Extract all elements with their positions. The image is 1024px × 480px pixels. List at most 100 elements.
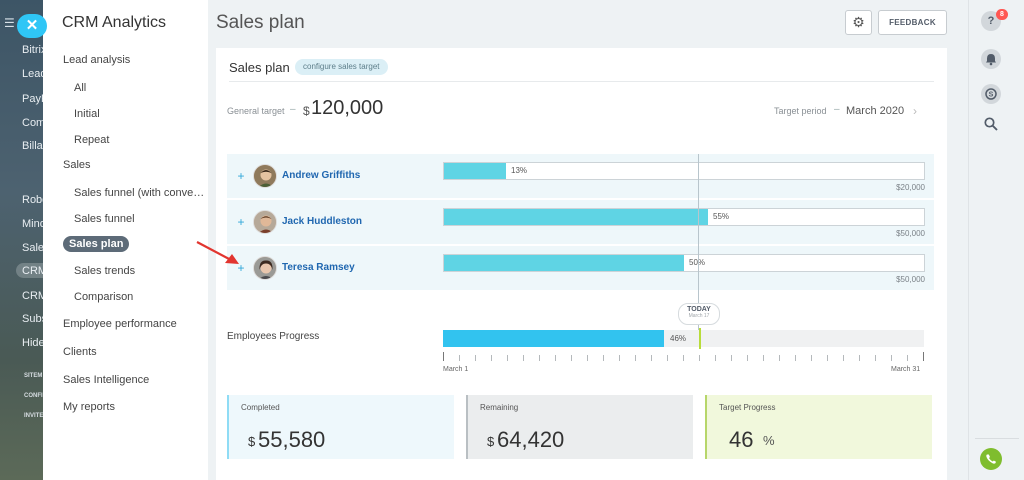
expand-plus-icon[interactable]: + [237, 261, 245, 275]
employee-progress-bar: 55% [443, 208, 925, 226]
notifications-button[interactable] [981, 49, 1001, 69]
avatar [253, 210, 277, 234]
nav-item-sales[interactable]: Sales [63, 159, 91, 171]
employee-target-value: $50,000 [896, 275, 925, 284]
general-target-value: 120,000 [311, 97, 384, 119]
nav-item-comparison[interactable]: Comparison [74, 291, 134, 303]
employees-progress-label: Employees Progress [227, 331, 320, 342]
employee-progress-fill [444, 255, 684, 271]
employees-progress-bar: 46% [443, 328, 924, 349]
general-target-separator: – [290, 104, 296, 115]
skype-button[interactable]: S [981, 84, 1001, 104]
background-menu-item: CRM [22, 265, 48, 277]
question-icon: ? [987, 15, 995, 27]
background-menu-item: Subs [22, 313, 48, 325]
close-slider-button[interactable]: ✕ [17, 14, 47, 38]
nav-item-all[interactable]: All [74, 82, 87, 94]
card-title: Sales plan [229, 60, 290, 75]
nav-title: CRM Analytics [62, 14, 167, 31]
menu-burger-icon[interactable]: ☰ [4, 16, 15, 30]
day-ticks [443, 352, 924, 361]
completed-value: 55,580 [258, 427, 326, 452]
target-period-separator: – [834, 104, 840, 115]
slider-panel: CRM Analytics Lead analysis All Initial … [43, 0, 1011, 480]
background-menu-item: Billa [22, 140, 43, 152]
employees-progress-fill [443, 330, 664, 347]
nav-item-lead-analysis[interactable]: Lead analysis [63, 54, 131, 66]
expand-plus-icon[interactable]: + [237, 215, 245, 229]
feedback-button[interactable]: FEEDBACK [878, 10, 947, 35]
completed-currency: $ [248, 434, 256, 449]
period-start-label: March 1 [443, 366, 469, 373]
nav-item-sales-plan[interactable]: Sales plan [63, 236, 130, 252]
background-menu: ☰ Bitrix Lead PayP Com Billa Robo Mino S… [0, 0, 48, 480]
remaining-currency: $ [487, 434, 495, 449]
background-active-pill [16, 263, 48, 278]
gear-icon: ⚙ [852, 14, 865, 30]
employee-progress-percent: 55% [713, 212, 730, 221]
analytics-nav: CRM Analytics Lead analysis All Initial … [43, 0, 208, 480]
page-title: Sales plan [216, 12, 305, 33]
background-menu-item: Hide [22, 337, 45, 349]
background-menu-item: Com [22, 117, 46, 129]
employee-target-value: $20,000 [896, 183, 925, 192]
annotation-arrow-icon [196, 241, 239, 264]
today-label: TODAY [687, 306, 711, 313]
target-period-value: March 2020 [846, 105, 905, 117]
employee-name-link[interactable]: Teresa Ramsey [282, 262, 355, 273]
employee-name-link[interactable]: Jack Huddleston [282, 216, 363, 227]
settings-gear-button[interactable]: ⚙ [845, 10, 872, 35]
background-menu-item: Mino [22, 218, 46, 230]
remaining-label: Remaining [480, 403, 519, 412]
chevron-right-icon[interactable]: › [913, 104, 917, 118]
nav-item-sales-funnel[interactable]: Sales funnel [74, 213, 135, 225]
card-divider [229, 81, 934, 82]
help-badge: 8 [996, 9, 1008, 20]
nav-item-my-reports[interactable]: My reports [63, 401, 115, 413]
skype-icon: S [985, 88, 997, 100]
nav-item-employee-performance[interactable]: Employee performance [63, 318, 177, 330]
target-period-label: Target period [774, 106, 827, 116]
nav-item-sales-funnel-conversion[interactable]: Sales funnel (with conve… [74, 187, 205, 199]
avatar [253, 256, 277, 280]
general-target-currency: $ [303, 104, 310, 118]
nav-item-repeat[interactable]: Repeat [74, 134, 110, 146]
configure-sales-target-button[interactable]: configure sales target [295, 59, 388, 75]
nav-item-clients[interactable]: Clients [63, 346, 97, 358]
today-line [698, 154, 699, 342]
search-icon[interactable] [983, 116, 999, 132]
background-menu-item: Sales [22, 242, 48, 254]
target-progress-value: 46 [729, 427, 754, 452]
employee-target-value: $50,000 [896, 229, 925, 238]
background-menu-section: SITEM [24, 373, 43, 379]
phone-icon [986, 454, 996, 464]
employee-progress-fill [444, 163, 506, 179]
employees-progress-percent: 46% [670, 334, 687, 343]
target-progress-unit: % [763, 433, 775, 448]
phone-button[interactable] [980, 448, 1002, 470]
remaining-card: Remaining $ 64,420 [466, 395, 693, 459]
background-menu-item: Bitrix [22, 44, 47, 56]
nav-item-sales-trends[interactable]: Sales trends [74, 265, 136, 277]
employee-row: + Teresa Ramsey 50% $50,000 [227, 246, 934, 290]
employee-progress-fill [444, 209, 708, 225]
expand-plus-icon[interactable]: + [237, 169, 245, 183]
general-target-label: General target [227, 106, 285, 116]
background-menu-section: CONFI [24, 393, 43, 399]
sales-plan-card: Sales plan configure sales target Genera… [216, 48, 947, 480]
target-progress-label: Target Progress [719, 403, 776, 412]
employee-progress-percent: 50% [689, 258, 706, 267]
nav-item-initial[interactable]: Initial [74, 108, 100, 120]
today-badge: TODAY March 17 [678, 303, 720, 325]
background-menu-section: INVITE [24, 413, 44, 419]
target-progress-card: Target Progress 46 % [705, 395, 932, 459]
bell-icon [986, 54, 996, 66]
background-menu-item: Robo [22, 194, 48, 206]
right-rail: ? 8 S [968, 0, 1024, 480]
avatar [253, 164, 277, 188]
completed-label: Completed [241, 403, 280, 412]
remaining-value: 64,420 [497, 427, 565, 452]
nav-item-sales-intelligence[interactable]: Sales Intelligence [63, 374, 150, 386]
background-menu-item: Lead [22, 68, 47, 80]
employee-name-link[interactable]: Andrew Griffiths [282, 170, 361, 181]
